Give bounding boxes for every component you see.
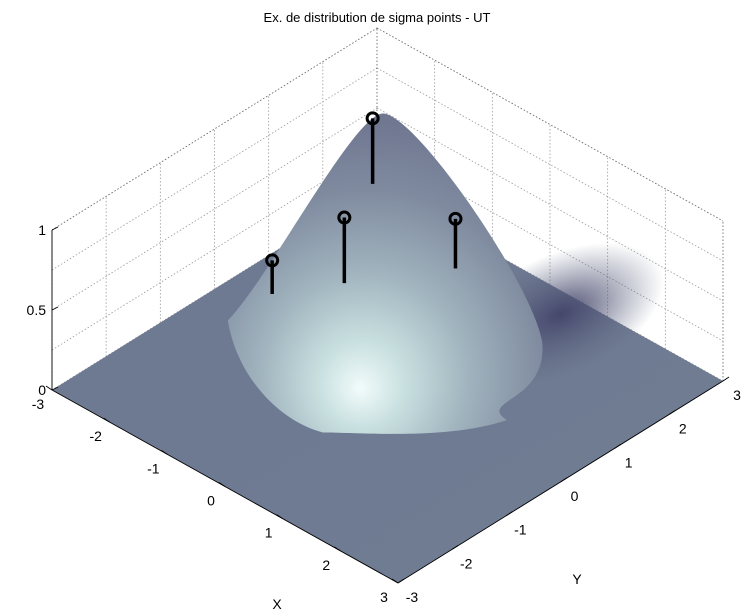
sigma-marker [265, 253, 280, 268]
x-tick-label: 2 [322, 557, 330, 573]
z-tick [51, 386, 59, 391]
y-tick-label: 1 [625, 454, 633, 470]
sigma-marker [337, 210, 352, 225]
surface [52, 113, 723, 583]
sigma-points [265, 111, 463, 294]
sigma-point [365, 111, 380, 184]
x-tick-label: -3 [32, 396, 45, 412]
y-tick-label: -2 [460, 555, 473, 571]
y-tick [614, 443, 621, 449]
y-tick-label: -1 [514, 522, 527, 538]
x-tick [334, 546, 341, 552]
x-tick [103, 417, 110, 423]
sigma-marker [365, 111, 380, 126]
y-tick [397, 578, 405, 584]
x-tick-label: -2 [89, 428, 102, 444]
back-walls-edges [51, 27, 724, 381]
x-tick [276, 514, 283, 520]
z-tick-label: 1 [38, 222, 46, 238]
z-tick [51, 306, 59, 311]
y-tick-label: 0 [571, 488, 579, 504]
y-tick-label: 3 [733, 387, 741, 403]
y-tick [560, 477, 567, 483]
x-tick-label: 0 [207, 493, 215, 509]
sigma-marker [448, 211, 463, 226]
y-tick [722, 376, 730, 382]
y-axis-label: Y [572, 571, 582, 587]
sigma-point [265, 253, 280, 294]
x-axis-label: X [272, 596, 282, 612]
sigma-point [337, 210, 352, 284]
z-tick-label: 0.5 [27, 302, 47, 318]
chart-title: Ex. de distribution de sigma points - UT [264, 10, 491, 25]
z-tick [51, 226, 59, 231]
surface-hump [227, 113, 543, 434]
y-tick-label: -3 [406, 589, 419, 605]
y-tick [668, 410, 676, 416]
y-tick [451, 544, 459, 550]
x-tick-label: -1 [147, 460, 160, 476]
z-tick-label: 0 [38, 382, 46, 398]
y-tick [506, 511, 513, 517]
x-tick [218, 482, 226, 487]
x-tick [391, 578, 399, 584]
x-tick [45, 385, 53, 391]
x-tick-label: 3 [380, 589, 388, 605]
x-tick [161, 449, 168, 455]
sigma-point [448, 211, 463, 269]
y-tick-label: 2 [679, 421, 687, 437]
x-tick-label: 1 [265, 525, 273, 541]
axes-ticks: -3 -2 -1 0 1 2 3 -3 -2 -1 0 1 2 3 0 0.5 1 [27, 222, 742, 605]
